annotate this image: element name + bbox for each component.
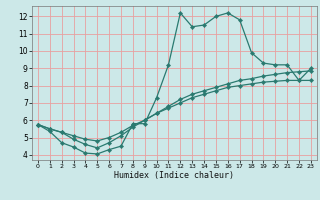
X-axis label: Humidex (Indice chaleur): Humidex (Indice chaleur) bbox=[115, 171, 234, 180]
